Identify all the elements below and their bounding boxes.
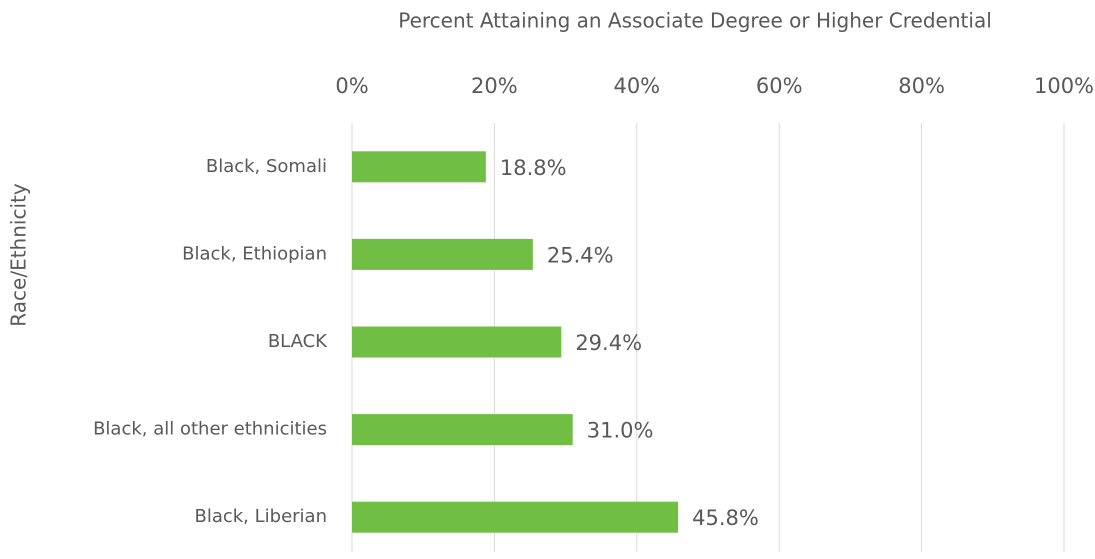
data-label: 45.8%: [692, 506, 759, 530]
data-label: 18.8%: [500, 156, 567, 180]
x-tick-label: 20%: [471, 74, 518, 98]
bar: [352, 326, 562, 358]
y-tick-label: Black, Liberian: [194, 506, 327, 527]
bar: [352, 414, 573, 446]
x-tick-label: 100%: [1034, 74, 1094, 98]
y-axis-title: Race/Ethnicity: [7, 183, 31, 327]
data-label: 29.4%: [575, 331, 642, 355]
y-tick-label: Black, all other ethnicities: [93, 419, 327, 440]
y-tick-label: Black, Ethiopian: [182, 243, 327, 264]
bar: [352, 238, 533, 270]
x-tick-label: 40%: [613, 74, 660, 98]
bar: [352, 501, 679, 533]
data-label: 31.0%: [587, 419, 654, 443]
data-label: 25.4%: [547, 243, 614, 267]
x-tick-label: 0%: [335, 74, 368, 98]
x-tick-label: 60%: [756, 74, 803, 98]
axis-title: Percent Attaining an Associate Degree or…: [398, 9, 992, 33]
x-tick-label: 80%: [898, 74, 945, 98]
bar: [352, 151, 486, 183]
y-tick-label: BLACK: [268, 331, 328, 352]
y-tick-label: Black, Somali: [206, 156, 327, 177]
